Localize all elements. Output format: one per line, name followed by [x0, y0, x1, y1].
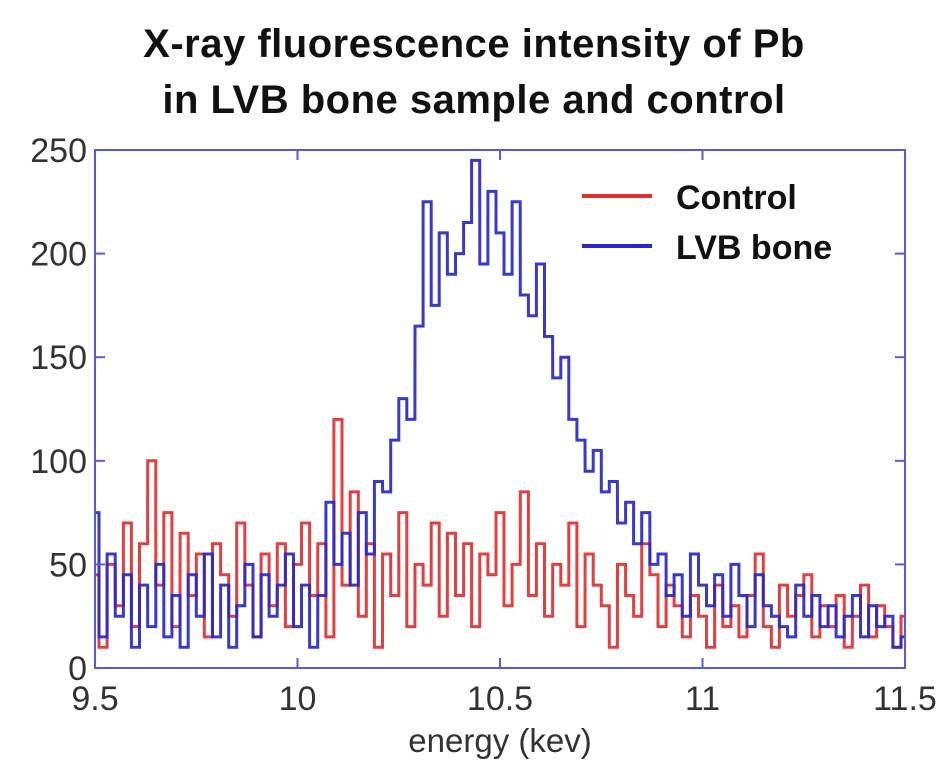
x-axis-label: energy (kev) — [408, 722, 591, 759]
series-line-control — [95, 417, 905, 649]
ticks-layer: 9.5 10 10.5 11 11.5 0 50 100 150 200 250 — [30, 132, 937, 718]
x-tick-label: 10 — [279, 680, 317, 718]
y-tick-label: 50 — [49, 546, 87, 584]
y-tick-label: 100 — [30, 443, 87, 481]
x-tick-label: 11.5 — [873, 680, 937, 718]
x-tick-label: 10.5 — [467, 680, 533, 718]
y-tick-label: 250 — [30, 132, 87, 170]
chart-title-line-1: X-ray fluorescence intensity of Pb — [143, 22, 805, 66]
legend-label-lvb-bone: LVB bone — [676, 229, 832, 267]
x-tick-label: 11 — [685, 680, 720, 718]
legend: Control LVB bone — [582, 179, 832, 267]
x-tick-label: 9.5 — [71, 680, 118, 718]
chart-title-line-2: in LVB bone sample and control — [162, 78, 786, 122]
series-line-lvb-bone — [95, 158, 905, 649]
plot-frame — [94, 149, 906, 669]
y-tick-label: 0 — [68, 650, 87, 688]
y-tick-label: 200 — [30, 236, 87, 274]
series-layer — [95, 158, 905, 649]
y-tick-label: 150 — [30, 339, 87, 377]
legend-label-control: Control — [676, 179, 797, 217]
